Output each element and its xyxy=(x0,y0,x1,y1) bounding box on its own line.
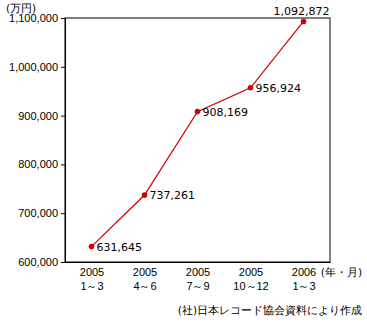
x-tick: 2005 1～3 xyxy=(80,262,104,292)
y-tick-mark xyxy=(61,116,65,117)
x-tick-label-line: 2005 xyxy=(239,266,263,278)
y-tick-mark xyxy=(61,213,65,214)
point xyxy=(301,19,307,25)
y-tick-label: 800,000 xyxy=(18,158,58,170)
y-tick-mark xyxy=(61,164,65,165)
y-tick-label: 600,000 xyxy=(18,256,58,268)
y-tick-mark xyxy=(61,262,65,263)
y-tick: 600,000 xyxy=(18,256,65,268)
x-tick-label-line: 7～9 xyxy=(186,280,209,292)
x-tick-label-line: 1～3 xyxy=(80,280,103,292)
x-tick-label-line: 10～12 xyxy=(233,280,268,292)
data-labels: 631,645 737,261 908,169 956,924 1,092,872 xyxy=(97,5,330,253)
marks xyxy=(89,19,307,250)
y-axis-title: (万円) xyxy=(6,2,36,14)
y-tick: 900,000 xyxy=(18,110,65,122)
y-tick: 800,000 xyxy=(18,158,65,170)
y-tick-mark xyxy=(61,18,65,19)
point xyxy=(89,244,95,250)
y-tick-label: 700,000 xyxy=(18,207,58,219)
x-tick-label: 2006 1～3 xyxy=(292,266,316,292)
line xyxy=(92,21,304,246)
x-tick-label-line: 4～6 xyxy=(133,280,156,292)
x-tick-label: 2005 1～3 xyxy=(80,266,104,292)
point xyxy=(142,192,148,198)
y-tick-mark xyxy=(61,67,65,68)
x-tick: 2005 4～6 xyxy=(133,262,157,292)
point xyxy=(248,85,254,91)
y-tick: 1,000,000 xyxy=(9,61,65,73)
y-axis-line xyxy=(61,19,66,263)
plot-frame xyxy=(65,18,330,262)
data-label: 908,169 xyxy=(203,106,249,119)
x-tick: 2006 1～3 xyxy=(292,262,316,292)
x-tick-label-line: 2006 xyxy=(292,266,316,278)
data-label: 737,261 xyxy=(150,189,196,202)
x-tick-label-line: 2005 xyxy=(133,266,157,278)
x-axis-title: (年・月) xyxy=(321,266,362,278)
y-axis: 600,000700,000800,000900,0001,000,0001,1… xyxy=(9,12,65,268)
x-tick: 2005 10～12 xyxy=(233,262,268,292)
x-tick: 2005 7～9 xyxy=(186,262,210,292)
source-note: (社)日本レコード協会資料により作成 xyxy=(178,304,362,316)
x-tick-label: 2005 4～6 xyxy=(133,266,157,292)
data-label: 631,645 xyxy=(97,241,143,254)
y-tick-label: 900,000 xyxy=(18,110,58,122)
x-tick-label: 2005 7～9 xyxy=(186,266,210,292)
chart: 600,000700,000800,000900,0001,000,0001,1… xyxy=(0,0,367,322)
y-tick-label: 1,000,000 xyxy=(9,61,58,73)
y-tick: 700,000 xyxy=(18,207,65,219)
point xyxy=(195,109,201,115)
x-tick-label-line: 1～3 xyxy=(292,280,315,292)
x-tick-label: 2005 10～12 xyxy=(233,266,268,292)
x-axis: 2005 1～3 2005 4～6 2005 7～9 2005 10～12 2006 1～3 xyxy=(66,262,331,292)
x-tick-label-line: 2005 xyxy=(186,266,210,278)
x-axis-line xyxy=(66,262,331,263)
x-tick-label-line: 2005 xyxy=(80,266,104,278)
data-label: 956,924 xyxy=(256,82,302,95)
data-label: 1,092,872 xyxy=(274,5,330,18)
